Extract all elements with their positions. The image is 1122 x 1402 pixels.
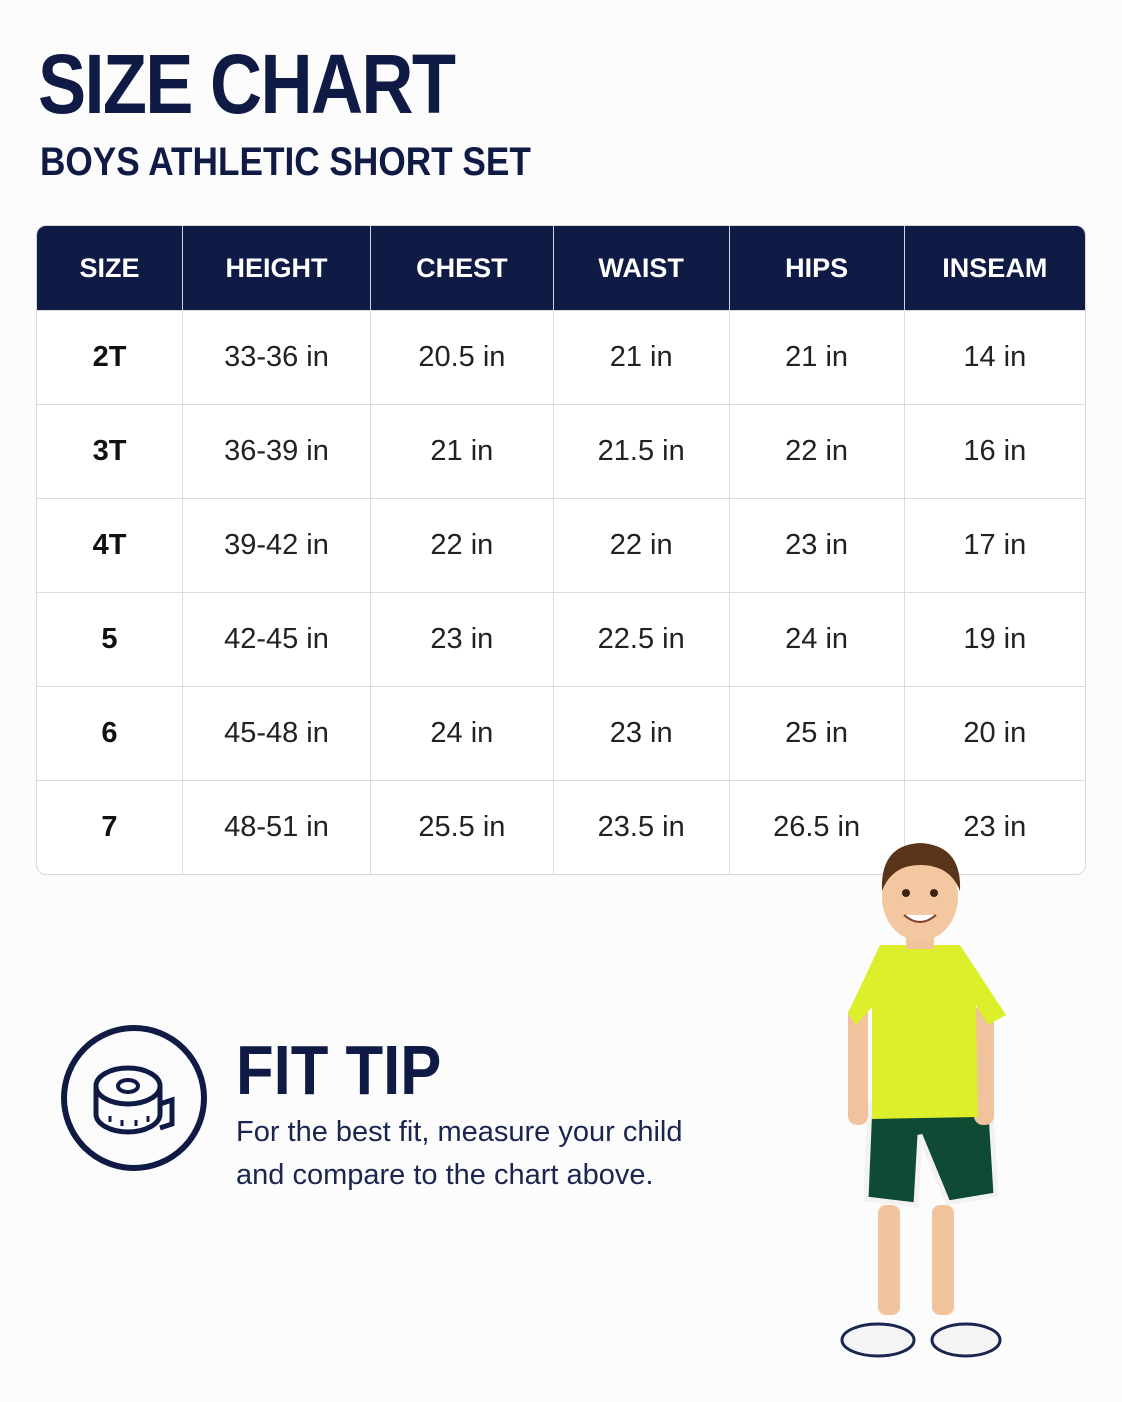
table-row: 4T 39-42 in 22 in 22 in 23 in 17 in bbox=[37, 498, 1085, 592]
measurement-cell: 23.5 in bbox=[552, 780, 729, 874]
measurement-cell: 33-36 in bbox=[181, 310, 370, 404]
size-cell: 7 bbox=[37, 780, 182, 874]
size-cell: 2T bbox=[37, 310, 182, 404]
tape-icon bbox=[61, 1025, 207, 1171]
column-header: CHEST bbox=[369, 226, 553, 310]
measurement-cell: 25.5 in bbox=[369, 780, 553, 874]
measurement-cell: 21 in bbox=[728, 310, 904, 404]
fit-tip-title: FIT TIP bbox=[236, 1031, 442, 1109]
subtitle: BOYS ATHLETIC SHORT SET bbox=[40, 140, 531, 184]
header-row: SIZE HEIGHT CHEST WAIST HIPS INSEAM bbox=[37, 226, 1085, 310]
measurement-cell: 22 in bbox=[728, 404, 904, 498]
table-body: 2T 33-36 in 20.5 in 21 in 21 in 14 in 3T 36-39 … bbox=[37, 310, 1085, 874]
column-header: SIZE bbox=[37, 226, 182, 310]
table-row: 3T 36-39 in 21 in 21.5 in 22 in 16 in bbox=[37, 404, 1085, 498]
size-table: SIZE HEIGHT CHEST WAIST HIPS INSEAM 2T 33-36 i… bbox=[36, 225, 1086, 875]
measurement-cell: 23 in bbox=[728, 498, 904, 592]
measurement-cell: 23 in bbox=[903, 780, 1085, 874]
child-illustration bbox=[840, 843, 1006, 1358]
measurement-cell: 45-48 in bbox=[181, 686, 370, 780]
column-header: INSEAM bbox=[903, 226, 1085, 310]
table-row: 7 48-51 in 25.5 in 23.5 in 26.5 in 23 in bbox=[37, 780, 1085, 874]
measurement-cell: 14 in bbox=[903, 310, 1085, 404]
measurement-cell: 22 in bbox=[369, 498, 553, 592]
measurement-cell: 23 in bbox=[369, 592, 553, 686]
measurement-cell: 20 in bbox=[903, 686, 1085, 780]
measurement-cell: 26.5 in bbox=[728, 780, 904, 874]
table-row: 6 45-48 in 24 in 23 in 25 in 20 in bbox=[37, 686, 1085, 780]
column-header: HIPS bbox=[728, 226, 904, 310]
column-header: HEIGHT bbox=[181, 226, 370, 310]
measurement-cell: 24 in bbox=[728, 592, 904, 686]
table-row: 2T 33-36 in 20.5 in 21 in 21 in 14 in bbox=[37, 310, 1085, 404]
measurement-cell: 21.5 in bbox=[552, 404, 729, 498]
column-header: WAIST bbox=[552, 226, 729, 310]
measurement-cell: 48-51 in bbox=[181, 780, 370, 874]
fit-tip-text: and compare to the chart above. bbox=[236, 1159, 654, 1191]
measurement-cell: 22.5 in bbox=[552, 592, 729, 686]
size-cell: 3T bbox=[37, 404, 182, 498]
measurement-cell: 21 in bbox=[369, 404, 553, 498]
measurement-cell: 22 in bbox=[552, 498, 729, 592]
measurement-cell: 19 in bbox=[903, 592, 1085, 686]
measurement-cell: 42-45 in bbox=[181, 592, 370, 686]
measurement-cell: 39-42 in bbox=[181, 498, 370, 592]
title: SIZE CHART bbox=[38, 37, 456, 131]
measurement-cell: 17 in bbox=[903, 498, 1085, 592]
table-row: 5 42-45 in 23 in 22.5 in 24 in 19 in bbox=[37, 592, 1085, 686]
fit-tip-text: For the best fit, measure your child bbox=[236, 1116, 683, 1148]
measurement-cell: 24 in bbox=[369, 686, 553, 780]
size-cell: 4T bbox=[37, 498, 182, 592]
measurement-cell: 20.5 in bbox=[369, 310, 553, 404]
size-cell: 5 bbox=[37, 592, 182, 686]
measurement-cell: 21 in bbox=[552, 310, 729, 404]
measurement-cell: 36-39 in bbox=[181, 404, 370, 498]
size-cell: 6 bbox=[37, 686, 182, 780]
measurement-cell: 23 in bbox=[552, 686, 729, 780]
measurement-cell: 25 in bbox=[728, 686, 904, 780]
measurement-cell: 16 in bbox=[903, 404, 1085, 498]
